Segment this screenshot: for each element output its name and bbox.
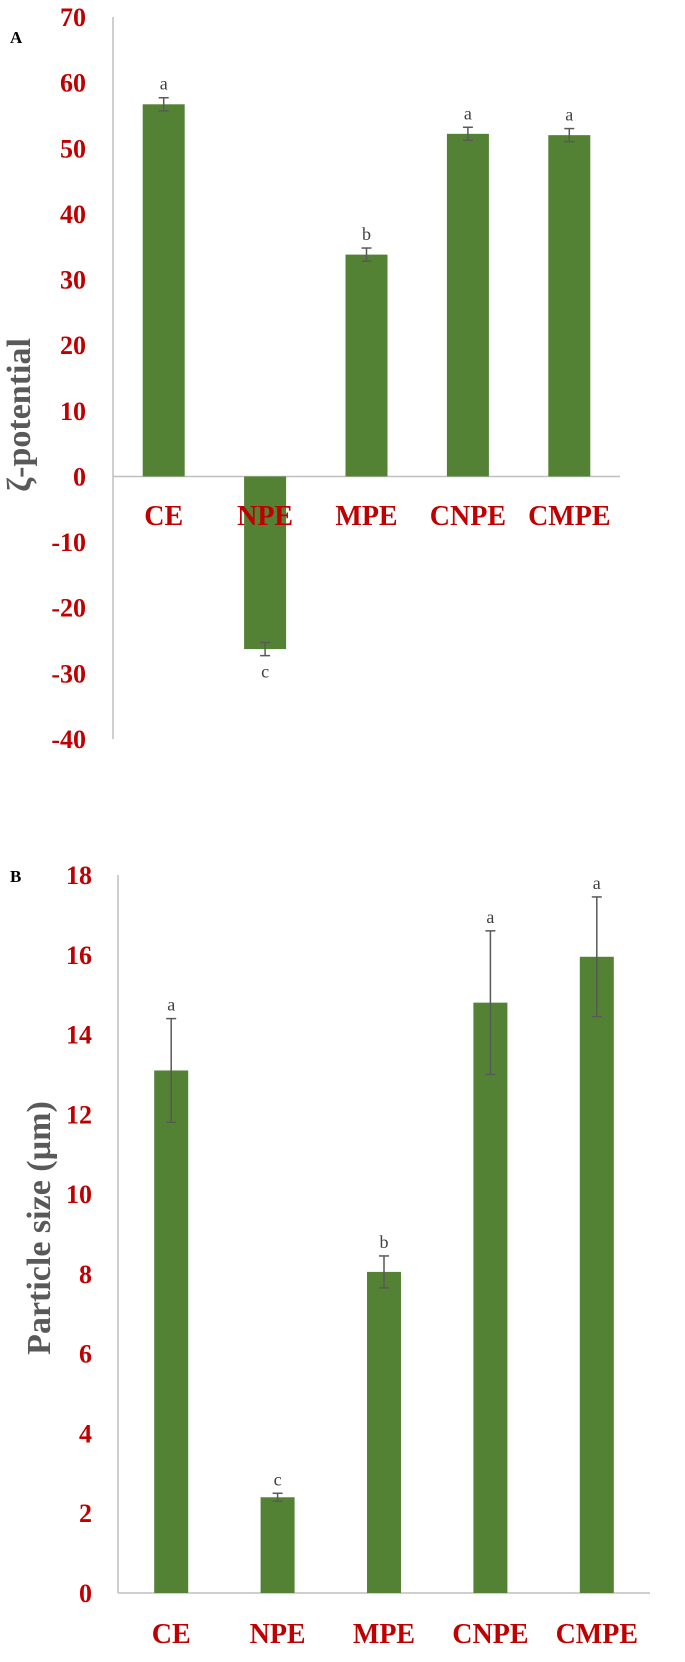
panelB-y-tick-label: 8 bbox=[79, 1260, 92, 1289]
panel-a-category-labels: CE NPE MPE CNPE CMPE bbox=[144, 501, 610, 532]
panel-b-particle-size-chart: B Particle size (µm) 0 2 4 6 8 10 12 14 16 18 a c b… bbox=[10, 861, 650, 1650]
panel-b-y-axis-title: Particle size (µm) bbox=[21, 1101, 58, 1355]
panelB-significance-cnpe: a bbox=[486, 907, 494, 927]
panelA-category-label-npe: NPE bbox=[237, 501, 293, 532]
panelA-bar-mpe bbox=[345, 254, 388, 477]
panelA-significance-cnpe: a bbox=[464, 103, 472, 123]
panelA-error-bar-cnpe bbox=[462, 126, 473, 142]
panelA-error-bar-npe bbox=[260, 641, 271, 657]
panelB-significance-cmpe: a bbox=[593, 873, 601, 893]
panelB-category-label-cmpe: CMPE bbox=[556, 1619, 638, 1650]
panel-b-letter: B bbox=[10, 867, 21, 886]
panelB-bar-cmpe bbox=[579, 956, 614, 1593]
panelB-y-tick-label: 18 bbox=[66, 861, 92, 890]
panelA-y-tick-label: 10 bbox=[60, 397, 86, 426]
panelB-category-label-ce: CE bbox=[152, 1619, 191, 1650]
panelB-error-bar-cmpe bbox=[591, 896, 602, 1018]
panel-a-axes bbox=[112, 17, 620, 739]
panelA-y-tick-label: 0 bbox=[73, 462, 86, 491]
panelA-y-tick-label: 60 bbox=[60, 69, 86, 98]
panelB-error-bar-ce bbox=[166, 1017, 177, 1124]
panelB-error-bar-cnpe bbox=[485, 930, 496, 1076]
panel-b-error-bars bbox=[166, 896, 602, 1503]
panel-a-error-bars bbox=[158, 96, 575, 657]
panelB-bar-mpe bbox=[367, 1271, 401, 1593]
panelA-bar-cmpe bbox=[548, 135, 591, 477]
panel-a-letter: A bbox=[10, 28, 23, 47]
panelB-significance-npe: c bbox=[274, 1469, 282, 1489]
panelA-y-tick-label: 50 bbox=[60, 134, 86, 163]
panelA-y-tick-label: -30 bbox=[51, 659, 86, 688]
panelA-y-tick-label: -40 bbox=[51, 725, 86, 754]
panel-a-y-axis-title: ζ-potential bbox=[1, 338, 38, 492]
panelB-y-tick-label: 12 bbox=[66, 1100, 92, 1129]
panelA-y-tick-label: 70 bbox=[60, 3, 86, 32]
panel-b-category-labels: CE NPE MPE CNPE CMPE bbox=[152, 1619, 638, 1650]
panel-a-bars bbox=[142, 104, 591, 650]
panel-a-significance-letters: a c b a a bbox=[160, 74, 574, 682]
panel-a-zeta-potential-chart: A ζ-potential -40 -30 -20 -10 0 10 20 30 40 50 60 7… bbox=[1, 3, 620, 754]
panelB-y-tick-label: 0 bbox=[79, 1579, 92, 1608]
panelB-category-label-cnpe: CNPE bbox=[452, 1619, 528, 1650]
panelB-significance-mpe: b bbox=[380, 1232, 389, 1252]
panelA-y-tick-label: -10 bbox=[51, 528, 86, 557]
panelA-bar-cnpe bbox=[446, 133, 489, 477]
panel-b-bars bbox=[154, 956, 614, 1593]
panelA-y-tick-label: 20 bbox=[60, 331, 86, 360]
panelA-significance-npe: c bbox=[261, 662, 269, 682]
panelB-y-tick-label: 10 bbox=[66, 1180, 92, 1209]
panelA-category-label-cnpe: CNPE bbox=[430, 501, 506, 532]
panelB-bar-cnpe bbox=[473, 1002, 508, 1593]
panel-b-y-tick-labels: 0 2 4 6 8 10 12 14 16 18 bbox=[66, 861, 92, 1608]
panelA-bar-ce bbox=[142, 104, 185, 477]
panelB-significance-ce: a bbox=[167, 995, 175, 1015]
panelA-category-label-mpe: MPE bbox=[335, 501, 397, 532]
panelB-y-tick-label: 6 bbox=[79, 1340, 92, 1369]
panelA-category-label-cmpe: CMPE bbox=[528, 501, 610, 532]
panelA-significance-ce: a bbox=[160, 74, 168, 94]
panelB-bar-ce bbox=[154, 1070, 189, 1593]
panelB-error-bar-mpe bbox=[379, 1255, 389, 1289]
panelB-y-tick-label: 16 bbox=[66, 941, 92, 970]
panelB-y-tick-label: 14 bbox=[66, 1021, 92, 1050]
panelA-y-tick-label: 40 bbox=[60, 200, 86, 229]
panelB-y-tick-label: 4 bbox=[79, 1419, 92, 1448]
panelB-category-label-mpe: MPE bbox=[353, 1619, 415, 1650]
panelB-error-bar-npe bbox=[272, 1492, 283, 1503]
panelA-y-tick-label: 30 bbox=[60, 266, 86, 295]
panelB-y-tick-label: 2 bbox=[79, 1499, 92, 1528]
panelB-category-label-npe: NPE bbox=[250, 1619, 306, 1650]
panelA-y-tick-label: -20 bbox=[51, 594, 86, 623]
panelA-error-bar-mpe bbox=[361, 247, 372, 262]
panelA-category-label-ce: CE bbox=[144, 501, 183, 532]
panelB-bar-npe bbox=[260, 1497, 295, 1593]
panelA-error-bar-ce bbox=[158, 96, 169, 112]
panelA-significance-cmpe: a bbox=[565, 105, 573, 125]
panel-b-significance-letters: a c b a a bbox=[167, 873, 601, 1489]
panelA-error-bar-cmpe bbox=[564, 127, 575, 143]
panel-a-y-tick-labels: -40 -30 -20 -10 0 10 20 30 40 50 60 70 bbox=[51, 3, 86, 754]
panelA-significance-mpe: b bbox=[362, 224, 371, 244]
panelA-bar-npe bbox=[244, 476, 287, 650]
